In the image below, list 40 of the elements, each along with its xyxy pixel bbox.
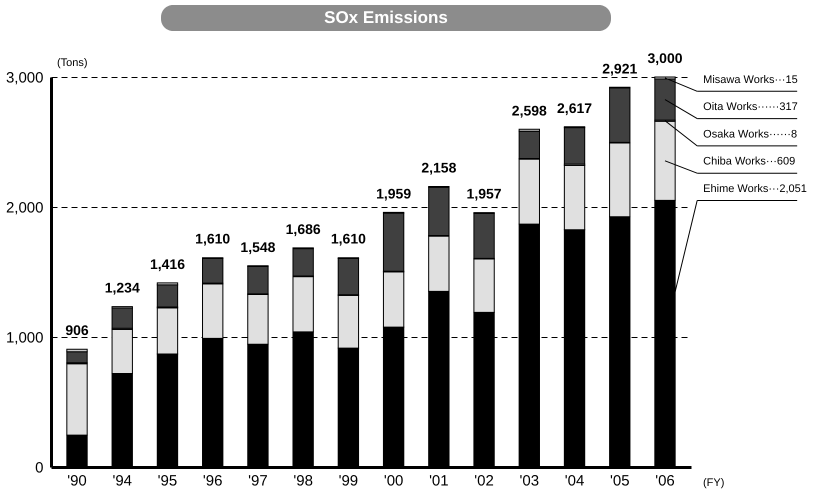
total-label: 2,158 [421,159,457,176]
x-axis-title: (FY) [703,477,724,489]
y-tick-label: 0 [35,460,44,476]
total-label: 2,921 [602,60,638,76]
total-label: 3,000 [647,50,683,66]
total-label: 1,234 [104,280,140,296]
legend-label: Osaka Works······8 [703,128,798,140]
total-label: 1,957 [466,186,502,202]
x-tick-label: '96 [202,472,222,490]
x-tick-label: '04 [564,472,584,490]
total-label: 1,548 [240,238,276,255]
y-tick-label: 3,000 [6,70,44,86]
total-label: 1,686 [286,220,321,237]
total-label: 906 [65,322,89,338]
x-tick-label: '03 [520,472,540,490]
x-tick-label: '05 [610,472,630,490]
y-axis-title: (Tons) [57,57,88,69]
x-tick-label: '97 [248,472,268,490]
x-tick-label: '98 [293,472,313,490]
total-label: 1,610 [330,230,366,247]
x-tick-label: '01 [429,472,449,490]
y-tick-label: 1,000 [6,330,44,346]
x-tick-label: '90 [67,472,87,490]
x-tick-label: '95 [158,472,178,490]
x-tick-label: '02 [474,472,494,490]
total-label: 1,610 [195,230,230,247]
x-tick-label: '99 [338,472,358,490]
chart-title: SOx Emissions [324,8,448,27]
legend-label: Chiba Works···609 [703,156,796,168]
total-label: 2,598 [512,102,548,118]
total-label: 1,959 [376,185,412,202]
total-label: 2,617 [557,100,592,116]
text: Ehime Works···2,051 [703,183,807,195]
y-tick-label: 2,000 [6,200,44,216]
x-tick-label: '94 [112,472,132,490]
legend-label: Misawa Works···15 [703,74,798,86]
x-tick-label: '06 [655,472,675,490]
total-label: 1,416 [150,256,186,272]
x-tick-label: '00 [384,472,404,490]
legend-label: Oita Works······317 [703,101,798,114]
